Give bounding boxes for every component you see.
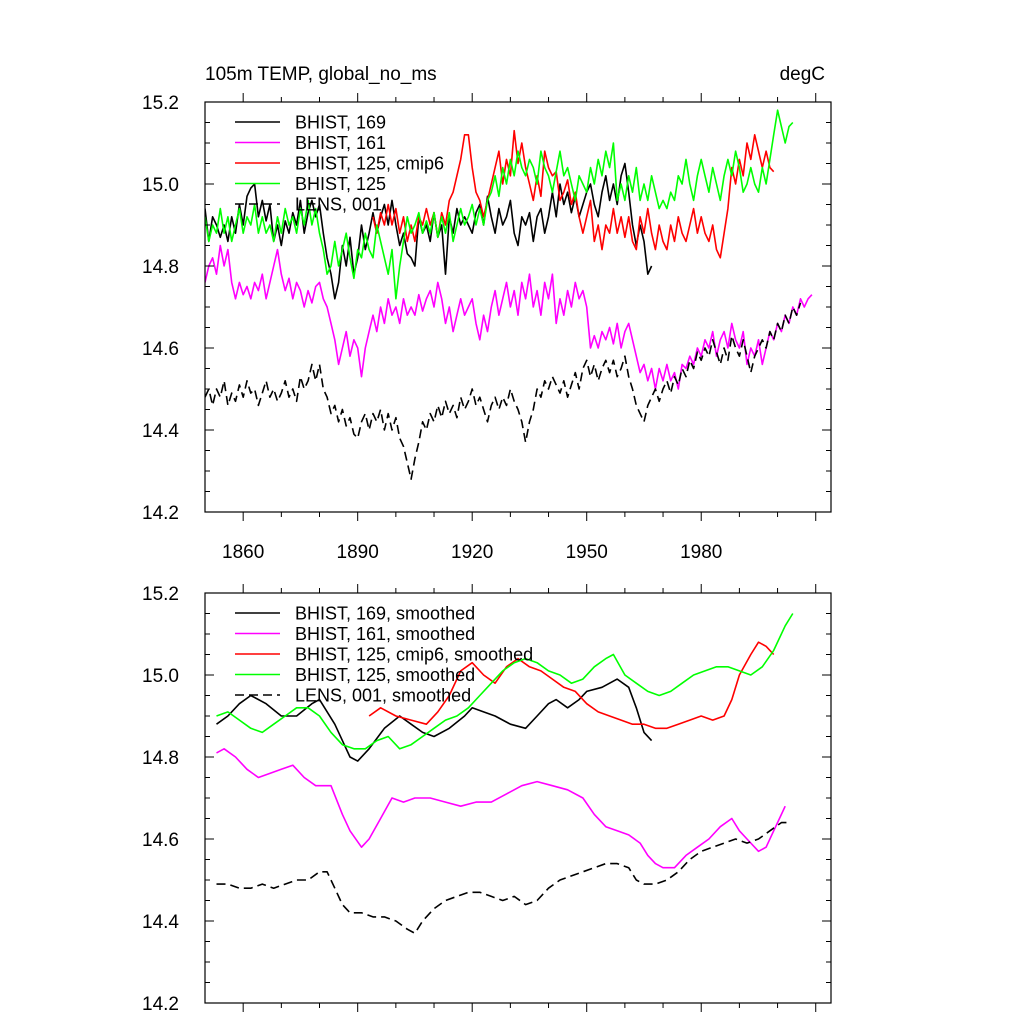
- legend-label: BHIST, 125, smoothed: [295, 665, 475, 685]
- y-tick-label: 14.8: [142, 748, 179, 769]
- units-label: degC: [780, 64, 825, 85]
- series-line-2: [368, 641, 775, 730]
- legend-label: BHIST, 169: [295, 113, 386, 133]
- x-tick-label: 1890: [337, 542, 379, 563]
- legend-label: BHIST, 169, smoothed: [295, 604, 475, 624]
- legend-label: LENS, 001: [295, 195, 382, 215]
- legend-label: BHIST, 125: [295, 174, 386, 194]
- series-line-3: [216, 613, 794, 750]
- chart-title: 105m TEMP, global_no_ms: [205, 64, 437, 85]
- x-tick-label: 1860: [222, 542, 264, 563]
- y-tick-label: 15.0: [142, 175, 179, 196]
- legend-label: LENS, 001, smoothed: [295, 686, 471, 706]
- y-tick-label: 14.2: [142, 994, 179, 1015]
- y-tick-label: 15.2: [142, 584, 179, 605]
- y-tick-label: 14.6: [142, 339, 179, 360]
- x-tick-label: 1980: [680, 542, 722, 563]
- y-tick-label: 14.2: [142, 503, 179, 524]
- series-line-4: [205, 302, 802, 480]
- legend-label: BHIST, 161: [295, 133, 386, 153]
- series-group: [205, 109, 813, 480]
- x-tick-label: 1950: [566, 542, 608, 563]
- y-tick-label: 15.0: [142, 666, 179, 687]
- bottom-panel: 14.2 14.4 14.6 14.8 15.0 15.2 BHIST, 169, smoo…: [142, 584, 832, 1015]
- series-line-0: [216, 678, 653, 762]
- y-tick-label: 14.4: [142, 912, 179, 933]
- legend-label: BHIST, 161, smoothed: [295, 624, 475, 644]
- series-line-1: [205, 244, 813, 390]
- y-tick-label: 14.8: [142, 257, 179, 278]
- series-group: [216, 613, 794, 935]
- series-line-1: [216, 748, 786, 869]
- y-tick-label: 15.2: [142, 93, 179, 114]
- top-panel: 14.2 14.4 14.6 14.8 15.0 15.2 1860 1890 1920 1950…: [142, 64, 832, 563]
- series-line-3: [205, 109, 794, 300]
- legend-label: BHIST, 125, cmip6: [295, 154, 444, 174]
- y-tick-label: 14.6: [142, 830, 179, 851]
- y-tick-label: 14.4: [142, 421, 179, 442]
- series-line-4: [216, 821, 789, 935]
- legend-label: BHIST, 125, cmip6, smoothed: [295, 645, 533, 665]
- x-tick-label: 1920: [451, 542, 493, 563]
